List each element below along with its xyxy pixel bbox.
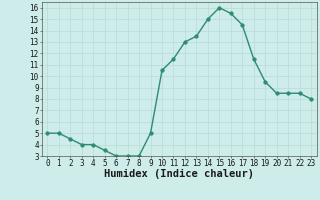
X-axis label: Humidex (Indice chaleur): Humidex (Indice chaleur) [104, 169, 254, 179]
